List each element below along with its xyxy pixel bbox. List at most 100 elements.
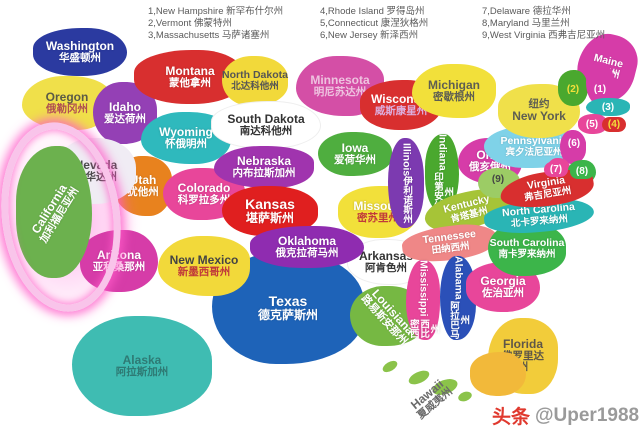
state-zh-label: 华盛顿州 bbox=[59, 51, 101, 64]
legend-item: 9,West Virginia 西弗吉尼亚州 bbox=[482, 30, 606, 41]
state-michigan: Michigan 密歇根州 bbox=[412, 64, 496, 118]
state-new-mexico: New Mexico 新墨西哥州 bbox=[158, 236, 250, 296]
state-en-label: Colorado bbox=[177, 180, 231, 195]
state-en-label: Arkansas bbox=[358, 248, 414, 263]
marker-new-jersey: (6) bbox=[562, 136, 586, 151]
state-hawaii: Hawaii 夏威夷州 bbox=[388, 357, 474, 434]
marker-connecticut: (5) bbox=[580, 117, 604, 132]
state-en-label: Washington bbox=[45, 38, 115, 53]
state-en-label: Idaho bbox=[109, 99, 141, 114]
state-zh-label: 犹他州 bbox=[127, 185, 159, 198]
state-en-label: Pennsylvania bbox=[500, 135, 568, 148]
state-en-label: Nebraska bbox=[236, 153, 292, 168]
state-label-group: California 加利福尼亚州 bbox=[27, 179, 81, 245]
state-zh-label: 堪萨斯州 bbox=[245, 211, 294, 226]
state-zh-label: 宾夕法尼亚州 bbox=[505, 146, 563, 158]
state-en-label: Iowa bbox=[341, 140, 369, 155]
state-north-dakota: North Dakota 北达科他州 bbox=[222, 56, 288, 106]
watermark-handle: @Uper1988 bbox=[535, 404, 640, 426]
state-en-label: Indiana bbox=[436, 134, 449, 171]
state-mississippi: Mississippi 密西西比州 bbox=[406, 260, 440, 340]
legend-numbered-states: 1,New Hampshire 新罕布什尔州 2,Vermont 佛蒙特州 3,… bbox=[148, 3, 632, 41]
state-zh-label: 印第安纳州 bbox=[432, 172, 454, 211]
state-en-label: Nevada bbox=[74, 157, 118, 172]
state-illinois: Illinois 伊利诺斯州 bbox=[388, 138, 424, 228]
state-en-label: Illinois bbox=[400, 142, 413, 176]
state-zh-label: 阿拉巴马州 bbox=[448, 300, 470, 339]
marker-west-virginia: (9) bbox=[486, 172, 510, 187]
state-en-label: Minnesota bbox=[310, 72, 370, 87]
state-california: California 加利福尼亚州 bbox=[16, 146, 92, 278]
state-zh-label: 俄亥俄州 bbox=[469, 160, 511, 173]
state-zh-label: 蒙他拿州 bbox=[169, 76, 211, 89]
state-zh-label: 南达科他州 bbox=[239, 124, 293, 137]
state-nebraska: Nebraska 内布拉斯加州 bbox=[214, 146, 314, 188]
state-en-label: Florida bbox=[502, 337, 543, 352]
marker-maryland: (8) bbox=[570, 164, 594, 179]
legend-item: 6,New Jersey 新泽西州 bbox=[320, 30, 419, 41]
state-zh-label: 内华达州 bbox=[75, 170, 117, 183]
state-iowa: Iowa 爱荷华州 bbox=[318, 132, 392, 176]
state-zh-label: 威斯康星州 bbox=[374, 104, 428, 117]
marker-delaware: (7) bbox=[544, 162, 568, 177]
state-zh-label: 阿肯色州 bbox=[365, 261, 407, 274]
state-zh-label: 德克萨斯州 bbox=[257, 308, 318, 323]
legend-item: 3,Massachusetts 马萨诸塞州 bbox=[148, 30, 270, 41]
marker-massachusetts: (3) bbox=[596, 100, 620, 115]
state-zh-label: 俄克拉荷马州 bbox=[275, 246, 339, 259]
state-en-label: Arizona bbox=[96, 247, 141, 262]
state-zh-label: 怀俄明州 bbox=[165, 137, 207, 150]
state-kansas: Kansas 堪萨斯州 bbox=[222, 186, 318, 236]
state-en-label: Kansas bbox=[245, 195, 295, 212]
state-en-label: New York bbox=[512, 109, 566, 124]
legend-item: 5,Connecticut 康涅狄格州 bbox=[320, 18, 429, 29]
state-en-label: Alabama bbox=[452, 256, 465, 300]
legend-item: 8,Maryland 马里兰州 bbox=[482, 18, 570, 29]
state-zh-label: 新墨西哥州 bbox=[177, 265, 231, 278]
state-south-dakota: South Dakota 南达科他州 bbox=[212, 102, 320, 148]
state-zh-label: 明尼苏达州 bbox=[313, 85, 367, 98]
state-zh-label: 纽约 bbox=[528, 97, 550, 110]
watermark: 头条 @Uper1988 bbox=[492, 402, 639, 429]
state-zh-label: 阿拉斯加州 bbox=[115, 365, 169, 378]
marker-vermont: (2) bbox=[561, 82, 585, 97]
state-en-label: North Dakota bbox=[222, 69, 288, 82]
state-en-label: Texas bbox=[268, 292, 308, 309]
legend-item: 4,Rhode Island 罗得岛州 bbox=[320, 6, 425, 17]
state-zh-label: 北达科他州 bbox=[231, 80, 279, 92]
state-washington: Washington 华盛顿州 bbox=[33, 28, 127, 76]
marker-rhode-island: (4) bbox=[602, 117, 626, 132]
state-en-label: Mississippi bbox=[417, 260, 430, 317]
state-en-label: Georgia bbox=[480, 273, 526, 288]
marker-new-hampshire: (1) bbox=[588, 82, 612, 97]
legend-item: 7,Delaware 德拉华州 bbox=[482, 6, 571, 17]
state-zh-label: 佐治亚州 bbox=[482, 286, 524, 299]
state-en-label: Wyoming bbox=[159, 124, 213, 139]
state-zh-label: 亚利桑那州 bbox=[92, 260, 146, 273]
state-oklahoma: Oklahoma 俄克拉荷马州 bbox=[250, 226, 364, 268]
state-zh-label: 密西西比州 bbox=[407, 318, 440, 338]
state-en-label: Michigan bbox=[427, 77, 480, 92]
state-en-label: Alaska bbox=[122, 352, 162, 367]
hawaii-island bbox=[380, 358, 400, 375]
state-zh-label: 爱达荷州 bbox=[104, 112, 146, 125]
legend-item: 2,Vermont 佛蒙特州 bbox=[148, 18, 232, 29]
state-zh-label: 科罗拉多州 bbox=[177, 193, 231, 206]
state-zh-label: 俄勒冈州 bbox=[46, 102, 88, 115]
toutiao-logo: 头条 bbox=[492, 407, 531, 428]
state-en-label: Oregon bbox=[45, 89, 89, 104]
state-en-label: South Carolina bbox=[489, 237, 565, 250]
state-en-label: Oklahoma bbox=[277, 233, 337, 248]
state-zh-label: 爱荷华州 bbox=[334, 153, 376, 166]
state-zh-label: 密苏里州 bbox=[357, 211, 399, 224]
state-zh-label: 伊利诺斯州 bbox=[401, 175, 413, 224]
state-en-label: Montana bbox=[165, 63, 215, 78]
state-zh-label: 南卡罗来纳州 bbox=[498, 248, 556, 260]
state-en-label: New Mexico bbox=[169, 252, 239, 267]
state-en-label: South Dakota bbox=[227, 111, 305, 126]
state-zh-label: 密歇根州 bbox=[433, 90, 475, 103]
decorative-blob bbox=[470, 352, 526, 396]
legend-item: 1,New Hampshire 新罕布什尔州 bbox=[148, 6, 284, 17]
state-zh-label: 内布拉斯加州 bbox=[232, 166, 296, 179]
